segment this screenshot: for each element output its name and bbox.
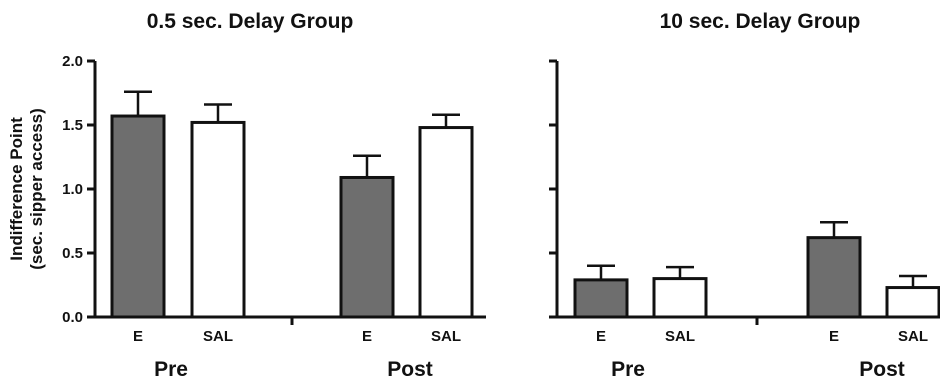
bar-1-pre-e <box>110 114 166 319</box>
x-category-label-2-0-1: SAL <box>665 328 695 345</box>
y-tick-label-1-3: 1.5 <box>62 117 83 134</box>
x-category-label-2-1-1: SAL <box>898 328 928 345</box>
chart-title-2: 10 sec. Delay Group <box>660 10 861 33</box>
x-category-label-1-0-1: SAL <box>203 328 233 345</box>
bar-1-pre-sal <box>190 120 246 319</box>
y-tick-label-1-1: 0.5 <box>62 245 83 262</box>
bar-2-post-sal <box>885 286 940 319</box>
bar-2-post-e <box>806 236 862 319</box>
x-group-label-2-post: Post <box>859 358 905 381</box>
bar-1-post-e <box>339 175 395 319</box>
y-tick-label-1-2: 1.0 <box>62 181 83 198</box>
chart-title-1: 0.5 sec. Delay Group <box>147 10 354 33</box>
x-category-label-2-0-0: E <box>596 328 606 345</box>
x-category-label-1-1-0: E <box>362 328 372 345</box>
y-axis-label-line-2: (sec. sipper access) <box>27 108 46 270</box>
x-category-label-1-1-1: SAL <box>431 328 461 345</box>
x-group-label-2-pre: Pre <box>611 358 645 381</box>
x-group-label-1-pre: Pre <box>154 358 188 381</box>
bar-2-pre-sal <box>652 277 708 319</box>
y-tick-label-1-0: 0.0 <box>62 309 83 326</box>
y-axis-label-line-1: Indifference Point <box>7 117 26 261</box>
x-group-label-1-post: Post <box>387 358 433 381</box>
x-category-label-2-1-0: E <box>829 328 839 345</box>
bar-1-post-sal <box>418 126 474 319</box>
x-category-label-1-0-0: E <box>133 328 143 345</box>
bar-2-pre-e <box>573 278 629 319</box>
y-tick-label-1-4: 2.0 <box>62 53 83 70</box>
